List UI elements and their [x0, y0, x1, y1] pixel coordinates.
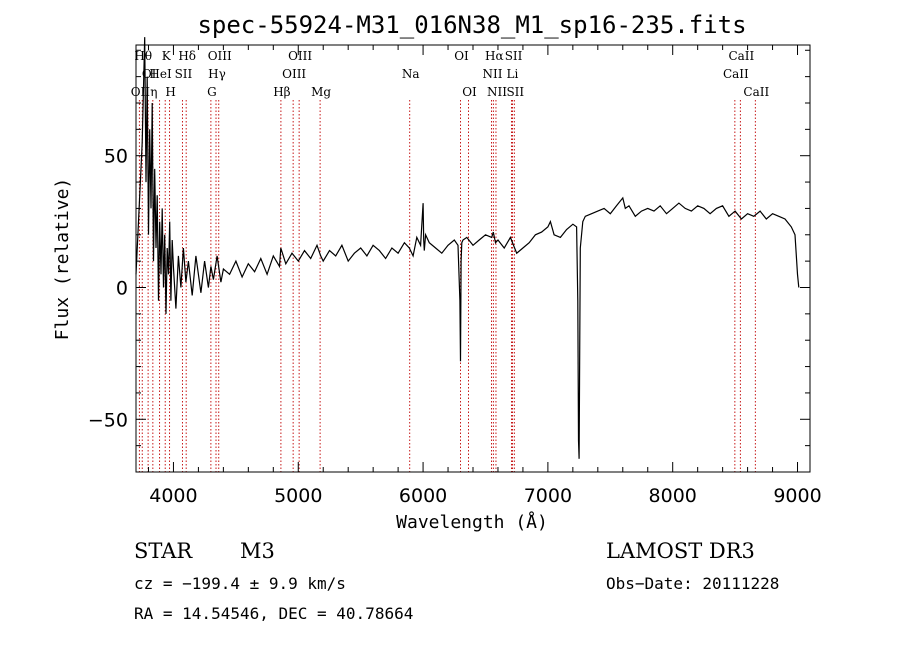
- line-label-5: K: [162, 49, 172, 63]
- line-label-27: CaII: [743, 85, 769, 99]
- line-label-26: CaII: [728, 49, 754, 63]
- line-label-8: Hδ: [178, 49, 196, 63]
- x-tick-label-3: 7000: [524, 485, 572, 507]
- x-tick-label-0: 4000: [149, 485, 197, 507]
- line-label-13: OIII: [282, 67, 306, 81]
- y-axis-label: Flux (relative): [52, 178, 73, 341]
- line-label-9: G: [207, 85, 217, 99]
- line-label-16: Na: [402, 67, 420, 81]
- line-label-3: η: [150, 85, 157, 99]
- line-label-1: Hθ: [134, 49, 152, 63]
- obs-date: Obs−Date: 20111228: [606, 574, 780, 593]
- line-label-7: SII: [175, 67, 193, 81]
- line-label-21: NII: [487, 85, 507, 99]
- line-label-15: Mg: [311, 85, 331, 99]
- y-tick-label-0: −50: [88, 409, 128, 431]
- line-label-12: Hβ: [273, 85, 290, 99]
- line-label-23: SII: [505, 49, 523, 63]
- chart-title: spec-55924-M31_016N38_M1_sp16-235.fits: [197, 11, 746, 39]
- survey-name: LAMOST DR3: [606, 539, 755, 563]
- line-label-18: OI: [462, 85, 477, 99]
- redshift-cz: cz = −199.4 ± 9.9 km/s: [134, 574, 346, 593]
- line-label-19: NII: [482, 67, 502, 81]
- line-label-6: H: [165, 85, 175, 99]
- line-label-10: Hγ: [208, 67, 226, 81]
- spectral-lines: OIIHθOIηHeIKHSIIHδGHγOIIIHβOIIIOIIIMgNaO…: [131, 49, 769, 472]
- y-tick-label-2: 50: [104, 146, 128, 168]
- line-label-17: OI: [454, 49, 469, 63]
- x-tick-label-4: 8000: [649, 485, 697, 507]
- line-label-4: HeI: [149, 67, 172, 81]
- y-tick-label-1: 0: [116, 277, 128, 299]
- object-class: STAR: [134, 539, 193, 563]
- x-tick-label-5: 9000: [773, 485, 821, 507]
- plot-frame: [135, 44, 811, 473]
- line-label-14: OIII: [288, 49, 312, 63]
- line-label-11: OIII: [208, 49, 232, 63]
- line-label-24: SII: [506, 85, 524, 99]
- line-label-25: CaII: [723, 67, 749, 81]
- spectrum-series-line: [135, 37, 800, 459]
- line-label-20: Hα: [485, 49, 504, 63]
- object-subclass: M3: [240, 539, 275, 563]
- axes: 4000 5000 6000 7000 8000 9000 −50 0 50: [88, 45, 822, 507]
- line-label-22: Li: [507, 67, 519, 81]
- x-tick-label-1: 5000: [274, 485, 322, 507]
- coordinates: RA = 14.54546, DEC = 40.78664: [134, 604, 414, 623]
- x-tick-label-2: 6000: [399, 485, 447, 507]
- x-axis-label: Wavelength (Å): [396, 511, 548, 533]
